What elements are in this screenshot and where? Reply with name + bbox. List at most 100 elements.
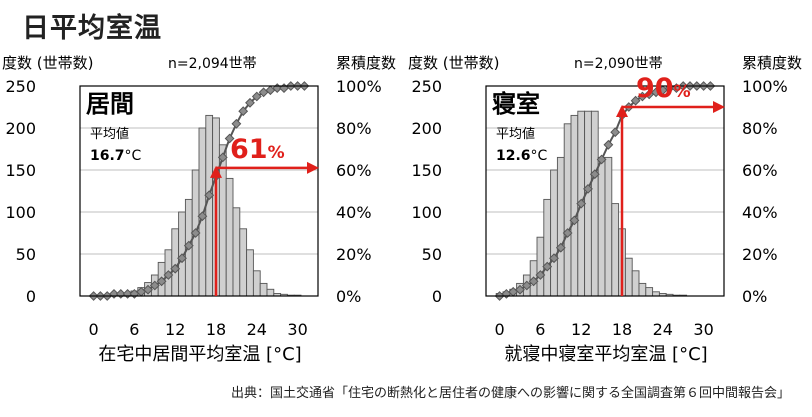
c1-ytick-label: 200 — [411, 119, 442, 138]
c1-bar — [624, 257, 633, 297]
c0-cumulative-point — [197, 211, 208, 222]
c0-xtick-label: 12 — [165, 320, 185, 339]
c0-y2tick-label: 80% — [336, 119, 372, 138]
c1-xtick-label: 30 — [693, 320, 713, 339]
c1-bar — [543, 198, 552, 297]
c0-bar — [252, 270, 261, 297]
c1-cumulative-point — [610, 127, 621, 138]
c0-ytick-label: 250 — [5, 77, 36, 96]
c1-ytick-label: 250 — [411, 77, 442, 96]
c0-xtick-label: 0 — [89, 320, 99, 339]
c1-mean-value: 12.6°C — [496, 148, 548, 164]
c0-cumulative-point — [163, 270, 174, 280]
c1-xlabel: 就寝中寝室平均室温 [°C] — [504, 344, 707, 365]
c0-mean-value: 16.7°C — [90, 148, 142, 164]
c1-xtick-label: 18 — [612, 320, 632, 339]
c1-bar — [611, 203, 620, 297]
c1-bar — [590, 110, 599, 297]
c0-mean-label: 平均値 — [90, 126, 129, 142]
c1-cumulative-point — [542, 261, 553, 272]
c0-y2tick-label: 40% — [336, 203, 372, 222]
c1-ytick-label: 100 — [411, 203, 442, 222]
c0-highlight-arrowhead-right — [307, 161, 319, 174]
c1-ytick-label: 150 — [411, 161, 442, 180]
c1-cumulative-point — [630, 95, 641, 106]
c0-cumulative-point — [217, 152, 228, 163]
page-title: 日平均室温 — [22, 13, 162, 44]
c1-mean-unit: °C — [531, 148, 548, 164]
c0-highlight-arrowhead-up — [210, 165, 222, 178]
c0-highlight-number: 61 — [230, 134, 268, 165]
c1-cumulative-point — [589, 169, 600, 180]
c0-bar — [171, 228, 180, 297]
c1-ylabel: 度数 (世帯数) — [408, 54, 499, 72]
c0-y2tick-label: 20% — [336, 245, 372, 264]
c0-cumulative-point — [224, 133, 235, 144]
c0-cumulative-point — [149, 280, 160, 291]
c0-bar — [232, 207, 241, 297]
c1-cumulative-point — [583, 183, 593, 194]
c1-cumulative-point — [562, 228, 573, 238]
c1-plot-frame — [485, 85, 725, 297]
c1-y2tick-label: 80% — [742, 119, 778, 138]
c1-cumulative-point — [549, 253, 559, 264]
c1-bar — [597, 156, 606, 297]
c1-y2tick-label: 40% — [742, 203, 778, 222]
c0-xtick-label: 30 — [287, 320, 307, 339]
c0-cumulative-point — [170, 263, 181, 274]
c0-cumulative-point — [183, 240, 194, 251]
c1-mean-label: 平均値 — [496, 126, 535, 142]
c0-ytick-label: 200 — [5, 119, 36, 138]
c0-y2tick-label: 60% — [336, 161, 372, 180]
c1-n-label: n=2,090世帯 — [574, 56, 663, 72]
c1-xtick-label: 6 — [535, 320, 545, 339]
c1-bar — [631, 270, 640, 297]
c1-ytick-label: 50 — [422, 245, 442, 264]
c1-cumulative-point — [603, 139, 614, 150]
c1-highlight-arrowhead-up — [616, 105, 628, 117]
chart-bedroom: 度数 (世帯数) n=2,090世帯 累積度数 0 50 100 150 200 250 0% 20… — [408, 54, 802, 365]
c1-mean-number: 12.6 — [496, 148, 531, 164]
c0-y2tick-label: 0% — [336, 287, 361, 306]
c1-cumulative-point — [576, 198, 587, 209]
c0-bar — [246, 249, 254, 297]
c0-bar — [239, 228, 248, 297]
c0-cumulative-point — [156, 276, 167, 287]
c1-panel-title: 寝室 — [492, 90, 540, 118]
c1-y2label: 累積度数 — [742, 54, 802, 72]
c1-highlight-unit: % — [674, 82, 691, 102]
c1-cumulative-point — [596, 154, 607, 165]
c1-xtick-label: 24 — [653, 320, 673, 339]
c1-bar — [550, 169, 558, 297]
c1-bar — [563, 123, 572, 297]
c1-cumulative-point — [569, 215, 580, 226]
c0-xtick-label: 18 — [206, 320, 226, 339]
c1-highlight-label: 90% — [636, 73, 691, 104]
c1-bar — [638, 282, 647, 297]
chart-living-room: 度数 (世帯数) n=2,094世帯 累積度数 0 50 100 150 200 250 0% 20… — [2, 54, 396, 365]
c0-ytick-label: 0 — [26, 287, 36, 306]
c0-bar — [225, 177, 234, 297]
c0-n-label: n=2,094世帯 — [168, 56, 257, 72]
source-note: 出典：国土交通省「住宅の断熱化と居住者の健康への影響に関する全国調査第６回中間報… — [230, 386, 790, 401]
c0-ytick-label: 100 — [5, 203, 36, 222]
c0-ytick-label: 150 — [5, 161, 36, 180]
c0-xtick-label: 24 — [247, 320, 267, 339]
c0-highlight-unit: % — [268, 143, 285, 163]
c1-cumulative-point — [515, 284, 525, 295]
c1-y2tick-label: 60% — [742, 161, 778, 180]
c1-bar — [645, 287, 654, 297]
c0-ylabel: 度数 (世帯数) — [2, 54, 93, 72]
c0-mean-number: 16.7 — [90, 148, 125, 164]
c1-y2tick-label: 0% — [742, 287, 767, 306]
c1-xtick-label: 0 — [495, 320, 505, 339]
c1-cumulative-point — [528, 276, 539, 287]
c0-bar — [259, 282, 268, 297]
c0-cumulative-point — [251, 91, 262, 102]
c1-y2tick-label: 20% — [742, 245, 778, 264]
c1-highlight-arrowhead-right — [713, 101, 725, 113]
c0-panel-title: 居間 — [86, 90, 134, 118]
c0-mean-unit: °C — [125, 148, 142, 164]
c1-bar — [556, 156, 565, 297]
c0-bar — [266, 288, 275, 297]
